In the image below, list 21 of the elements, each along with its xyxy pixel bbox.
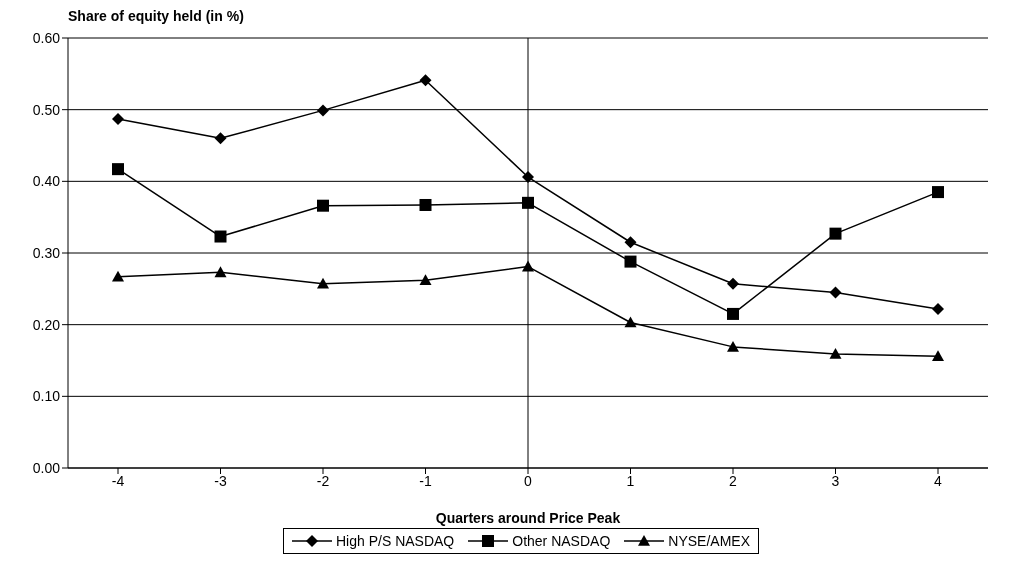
x-tick-label: -3 [214, 472, 227, 489]
x-tick-label: 3 [831, 472, 840, 489]
y-tick-label: 0.60 [32, 29, 61, 46]
legend-label: NYSE/AMEX [668, 533, 750, 549]
x-tick-label: 4 [934, 472, 943, 489]
x-tick-label: 0 [524, 472, 533, 489]
y-tick-label: 0.30 [32, 244, 61, 261]
y-tick-label: 0.40 [32, 173, 61, 190]
y-tick-label: 0.20 [32, 316, 61, 333]
y-tick-label: 0.10 [32, 388, 61, 405]
x-tick-label: 2 [729, 472, 738, 489]
x-tick-label: -2 [316, 472, 330, 489]
x-tick-label: -1 [419, 472, 432, 489]
x-axis-title: Quarters around Price Peak [435, 510, 621, 526]
legend-label: Other NASDAQ [512, 533, 611, 549]
y-tick-label: 0.00 [32, 459, 61, 476]
x-tick-label: -4 [111, 472, 125, 489]
x-tick-label: 1 [626, 472, 635, 489]
y-tick-label: 0.50 [32, 101, 61, 118]
y-axis-title: Share of equity held (in %) [68, 8, 244, 24]
legend-label: High P/S NASDAQ [336, 533, 455, 549]
